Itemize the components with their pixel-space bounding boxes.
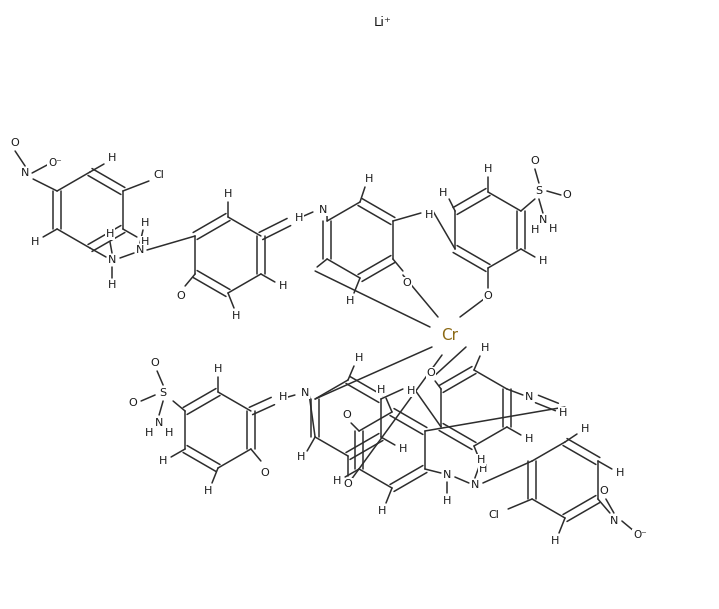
Text: N: N: [443, 470, 451, 480]
Text: O: O: [260, 468, 270, 478]
Text: H: H: [333, 476, 342, 486]
Text: H: H: [108, 280, 116, 290]
Text: O⁻: O⁻: [48, 158, 62, 168]
Text: H: H: [165, 428, 173, 438]
Text: O: O: [426, 368, 436, 378]
Text: H: H: [159, 456, 168, 466]
Text: H: H: [279, 392, 287, 402]
Text: H: H: [214, 364, 222, 374]
Text: N: N: [155, 418, 163, 428]
Text: N: N: [301, 388, 309, 398]
Text: H: H: [525, 434, 533, 444]
Text: N: N: [539, 215, 547, 225]
Text: H: H: [365, 174, 373, 184]
Text: N: N: [21, 168, 29, 178]
Text: S: S: [160, 388, 167, 398]
Text: H: H: [31, 237, 40, 247]
Text: S: S: [536, 186, 542, 196]
Text: H: H: [425, 210, 433, 220]
Text: H: H: [224, 189, 232, 199]
Text: O: O: [129, 398, 137, 408]
Text: H: H: [295, 213, 303, 223]
Text: H: H: [531, 225, 539, 235]
Text: H: H: [407, 386, 415, 396]
Text: O: O: [344, 479, 352, 489]
Text: H: H: [145, 428, 153, 438]
Text: N: N: [108, 255, 116, 265]
Text: H: H: [106, 229, 114, 239]
Text: O: O: [343, 410, 352, 420]
Text: H: H: [377, 385, 385, 395]
Text: Li⁺: Li⁺: [374, 16, 392, 29]
Text: H: H: [559, 408, 567, 418]
Text: H: H: [279, 281, 287, 291]
Text: O: O: [531, 156, 539, 166]
Text: H: H: [399, 444, 407, 454]
Text: O: O: [562, 190, 572, 200]
Text: O: O: [600, 486, 608, 496]
Text: H: H: [479, 464, 487, 474]
Text: Cl: Cl: [153, 170, 165, 180]
Text: H: H: [354, 353, 363, 363]
Text: H: H: [141, 237, 149, 247]
Text: O: O: [151, 358, 160, 368]
Text: H: H: [203, 486, 212, 496]
Text: Cl: Cl: [489, 510, 500, 520]
Text: H: H: [232, 311, 240, 321]
Text: H: H: [377, 506, 386, 516]
Text: N: N: [471, 480, 479, 490]
Text: H: H: [581, 424, 589, 434]
Text: H: H: [549, 224, 557, 234]
Text: O: O: [177, 291, 186, 301]
Text: N: N: [610, 516, 618, 526]
Text: H: H: [477, 455, 485, 465]
Text: H: H: [484, 164, 493, 174]
Text: O: O: [11, 138, 19, 148]
Text: O: O: [403, 278, 411, 288]
Text: H: H: [539, 256, 547, 266]
Text: H: H: [551, 536, 559, 546]
Text: H: H: [615, 468, 624, 478]
Text: N: N: [525, 392, 533, 402]
Text: N: N: [136, 245, 145, 255]
Text: H: H: [141, 218, 149, 228]
Text: H: H: [346, 296, 354, 306]
Text: Cr: Cr: [441, 328, 459, 342]
Text: H: H: [443, 496, 451, 506]
Text: H: H: [439, 188, 447, 198]
Text: O: O: [484, 291, 493, 301]
Text: H: H: [108, 153, 116, 163]
Text: N: N: [319, 205, 327, 215]
Text: H: H: [481, 343, 489, 353]
Text: H: H: [297, 452, 306, 462]
Text: O⁻: O⁻: [633, 530, 647, 540]
